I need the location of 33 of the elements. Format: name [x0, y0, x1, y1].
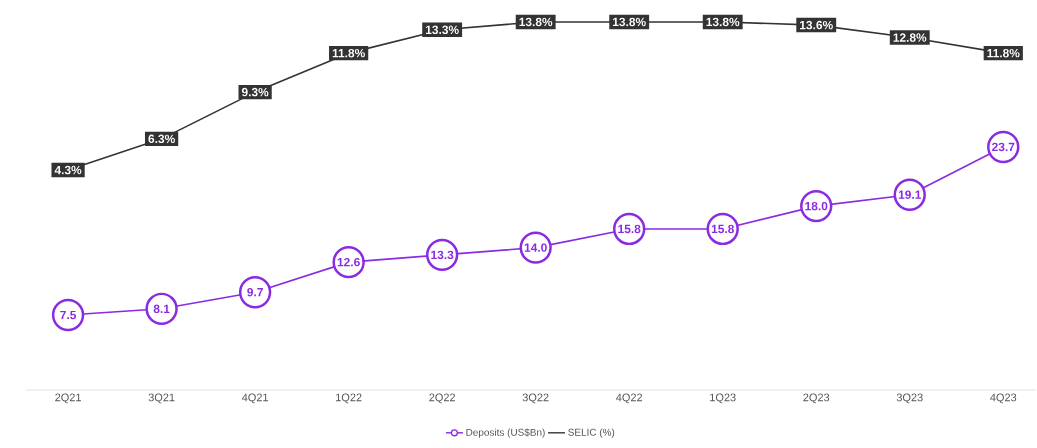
data-label: 11.8%	[987, 48, 1020, 58]
data-label: 13.6%	[800, 20, 833, 30]
x-tick-label: 3Q23	[896, 393, 923, 404]
data-label: 13.8%	[612, 17, 646, 27]
data-label: 14.0	[524, 243, 547, 252]
x-tick-label: 2Q23	[803, 393, 830, 404]
data-label: 11.8%	[332, 48, 365, 58]
data-label: 19.1	[898, 190, 922, 199]
data-label: 13.3	[431, 250, 454, 260]
x-tick-label: 1Q23	[710, 393, 736, 404]
data-label: 13.8%	[519, 17, 553, 27]
data-label: 15.8	[618, 224, 641, 234]
legend-label: Deposits (US$Bn)	[466, 428, 545, 438]
x-tick-label: 4Q21	[241, 393, 268, 404]
data-label: 13.8%	[706, 17, 740, 27]
x-tick-label: 4Q22	[616, 393, 643, 404]
x-tick-label: 2Q21	[55, 393, 81, 404]
data-label: 9.7	[247, 287, 263, 297]
x-tick-label: 3Q21	[148, 393, 175, 404]
data-label: 13.3%	[425, 25, 459, 35]
x-tick-label: 2Q22	[429, 393, 456, 404]
data-label: 7.5	[60, 310, 77, 320]
legend-label: SELIC (%)	[568, 428, 615, 438]
x-tick-label: 3Q22	[522, 393, 549, 404]
data-label: 15.8	[711, 224, 734, 234]
x-tick-label: 1Q22	[336, 393, 362, 404]
data-label: 8.1	[153, 304, 170, 314]
data-label: 23.7	[992, 142, 1015, 152]
data-label: 12.8%	[893, 33, 927, 42]
data-label: 9.3%	[241, 87, 269, 97]
x-tick-label: 4Q23	[990, 393, 1017, 404]
data-label: 12.6	[337, 257, 360, 267]
data-label: 18.0	[805, 201, 828, 211]
